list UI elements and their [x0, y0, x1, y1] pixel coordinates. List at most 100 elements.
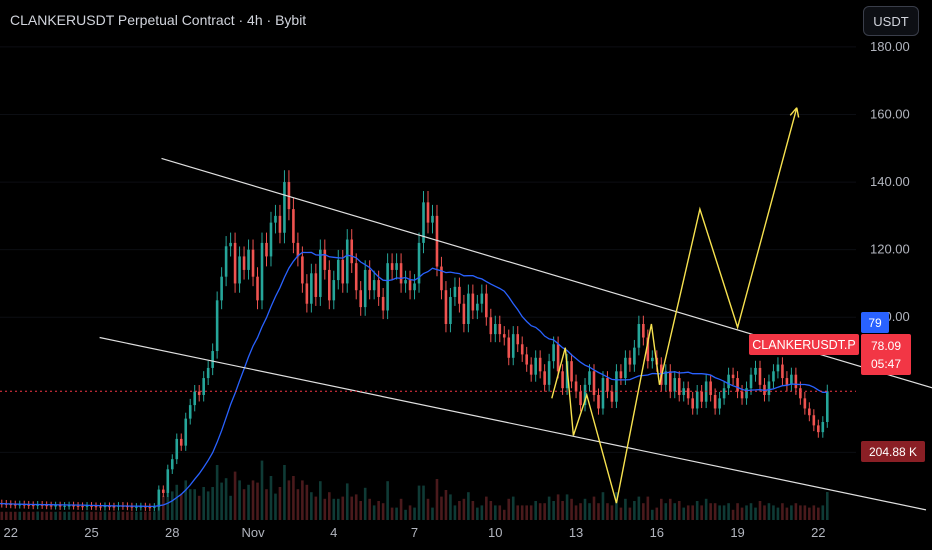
candle-body: [502, 334, 506, 338]
symbol-badge: CLANKERUSDT.P: [749, 334, 859, 355]
candle-body: [668, 371, 672, 392]
candle-body: [516, 334, 520, 345]
volume-bar: [345, 483, 349, 520]
volume-bar: [583, 498, 587, 520]
volume-bar: [184, 480, 188, 520]
candle-body: [319, 249, 322, 297]
volume-bar: [377, 501, 380, 520]
volume-bar: [722, 505, 726, 520]
candle-body: [556, 344, 560, 372]
candle-body: [821, 422, 825, 433]
candle-body: [651, 357, 654, 362]
volume-bar: [22, 511, 26, 520]
candle-body: [18, 504, 22, 506]
candle-body: [372, 280, 376, 291]
candle-body: [588, 371, 591, 385]
candle-body: [709, 381, 712, 395]
candle-body: [498, 324, 502, 335]
y-tick-label: 120.00: [870, 242, 910, 257]
candle-body: [529, 364, 533, 375]
candle-body: [31, 505, 35, 507]
volume-bar: [803, 505, 807, 520]
volume-bar: [144, 511, 147, 520]
volume-bar: [493, 505, 497, 520]
candle-body: [664, 371, 668, 385]
volume-bar: [269, 476, 273, 520]
candle-body: [27, 504, 31, 506]
volume-bar: [516, 505, 520, 520]
volume-bar: [718, 505, 721, 520]
volume-bar: [476, 507, 479, 520]
candle-body: [422, 202, 425, 243]
candle-body: [323, 249, 327, 270]
volume-bar: [821, 505, 825, 520]
candle-body: [256, 276, 259, 301]
candle-body: [287, 182, 291, 210]
candle-body: [179, 438, 183, 446]
candle-body: [740, 391, 744, 399]
volume-bar: [825, 492, 829, 520]
currency-button[interactable]: USDT: [863, 6, 919, 36]
candle-body: [63, 505, 66, 507]
ma-value-badge: 79: [861, 312, 889, 333]
projection-arrowhead: [789, 107, 800, 118]
volume-bar: [94, 511, 98, 520]
candle-body: [790, 374, 793, 385]
volume-bar: [664, 503, 668, 520]
candle-body: [799, 388, 802, 399]
candle-body: [444, 290, 448, 324]
channel-lower-line: [99, 336, 927, 511]
candle-body: [633, 347, 636, 365]
volume-bar: [72, 511, 75, 520]
volume-bar: [354, 494, 358, 520]
x-tick-label: 16: [650, 525, 664, 540]
volume-bar: [363, 487, 367, 520]
candle-body: [354, 263, 358, 291]
candle-body: [350, 239, 354, 264]
volume-bar: [480, 505, 484, 520]
volume-bar: [628, 507, 632, 520]
volume-bar: [668, 498, 672, 520]
candle-body: [135, 506, 138, 508]
candle-body: [700, 391, 703, 402]
volume-bar: [426, 498, 430, 520]
volume-bar: [772, 505, 775, 520]
volume-bar: [301, 480, 304, 520]
volume-bar: [682, 507, 686, 520]
volume-bar: [704, 498, 708, 520]
volume-bar: [525, 505, 529, 520]
volume-bar: [471, 501, 475, 520]
candle-body: [673, 378, 677, 392]
candle-body: [94, 506, 98, 508]
candle-body: [467, 293, 470, 324]
grid-lines: [0, 46, 856, 453]
volume-bar: [332, 498, 336, 520]
volume-bar: [368, 498, 371, 520]
candle-body: [211, 351, 214, 368]
candle-body: [489, 317, 493, 335]
volume-bar: [386, 481, 389, 520]
time-axis: 22 25 28 Nov 4 7 10 13 16 19 22: [4, 525, 826, 540]
candle-body: [166, 469, 170, 493]
candle-body: [153, 506, 156, 508]
candle-body: [386, 263, 389, 311]
candle-body: [336, 259, 340, 281]
volume-bar: [615, 492, 618, 520]
candle-body: [628, 357, 632, 365]
volume-bar: [206, 491, 210, 520]
candle-body: [485, 293, 488, 318]
last-price-badge: 78.09 05:47: [861, 334, 911, 375]
volume-bar: [148, 511, 152, 520]
volume-bar: [112, 511, 116, 520]
volume-bar: [76, 511, 80, 520]
volume-bar: [292, 476, 295, 520]
candle-body: [162, 489, 165, 493]
volume-bar: [700, 505, 703, 520]
volume-bar: [520, 505, 524, 520]
volume-bar: [736, 503, 739, 520]
candle-body: [9, 504, 13, 506]
candle-body: [363, 269, 367, 308]
candle-body: [543, 371, 546, 385]
